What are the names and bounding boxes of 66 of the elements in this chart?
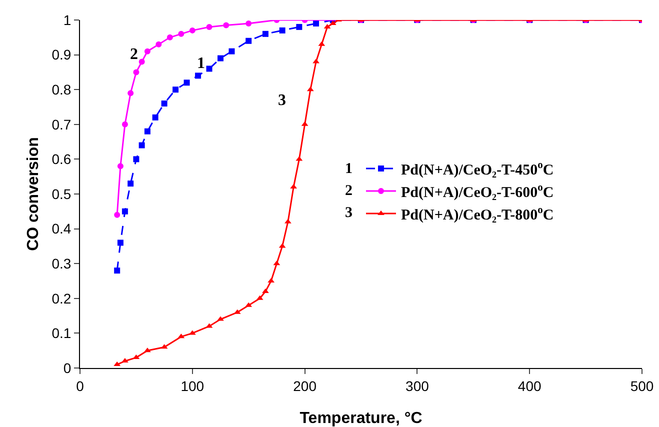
point [117, 240, 124, 246]
annotation: 2 [345, 183, 352, 199]
point [117, 163, 124, 170]
y-tick-label: 0.9 [52, 46, 72, 63]
point [228, 48, 235, 54]
point [246, 20, 252, 26]
point [206, 24, 212, 30]
annotation: 2 [130, 46, 138, 63]
point [138, 142, 145, 148]
point [156, 41, 162, 48]
y-tick-label: 0.7 [52, 116, 72, 132]
point [161, 100, 168, 107]
y-tick-label: 1 [63, 12, 72, 28]
point [189, 27, 196, 34]
point [172, 86, 179, 93]
legend-label: Pd(N+A)/CeO₂-T-800$^{o}$C [401, 205, 554, 224]
x-tick-label: 0 [76, 378, 84, 394]
annotation: 3 [345, 205, 352, 221]
annotation: 3 [278, 92, 286, 109]
y-tick-label: 0.3 [52, 256, 72, 272]
x-tick-label: 400 [518, 378, 542, 394]
legend-label: Pd(N+A)/CeO₂-T-600$^{o}$C [401, 182, 554, 201]
annotation: 1 [197, 55, 205, 72]
point [218, 55, 224, 62]
point [114, 268, 120, 274]
annotation: 1 [345, 161, 352, 177]
y-tick-label: 0.6 [52, 151, 72, 168]
point [122, 208, 128, 214]
point [122, 121, 128, 128]
y-tick-label: 0.1 [52, 325, 72, 342]
point [296, 24, 302, 30]
point [195, 72, 202, 79]
x-tick-label: 200 [293, 378, 317, 394]
point [144, 48, 150, 54]
x-tick-label: 100 [180, 378, 204, 394]
point [217, 316, 224, 321]
point [223, 22, 230, 28]
point [206, 66, 212, 72]
point [246, 38, 252, 44]
point [133, 69, 140, 76]
point [312, 58, 320, 64]
point [114, 212, 120, 218]
point [178, 30, 184, 37]
point [122, 358, 128, 363]
point [166, 34, 173, 40]
y-tick-label: 0.4 [52, 220, 72, 237]
point [133, 156, 140, 162]
y-tick-label: 0.2 [52, 290, 72, 306]
y-tick-label: 0 [63, 360, 72, 376]
point [262, 288, 269, 293]
point [279, 27, 286, 34]
x-axis-title: Temperature, °C [300, 410, 423, 427]
point [128, 90, 134, 96]
point [144, 128, 150, 134]
legend-label: Pd(N+A)/CeO₂-T-450$^{o}$C [401, 160, 554, 178]
x-tick-label: 500 [630, 378, 654, 394]
point [128, 180, 134, 187]
y-tick-label: 0.8 [52, 82, 72, 98]
y-tick-label: 0.5 [52, 186, 72, 202]
y-axis-title: CO conversion [25, 137, 42, 251]
x-tick-label: 300 [406, 378, 430, 394]
point [313, 20, 320, 26]
point [262, 30, 268, 37]
point [184, 80, 190, 86]
point [138, 58, 145, 65]
point [152, 114, 158, 120]
